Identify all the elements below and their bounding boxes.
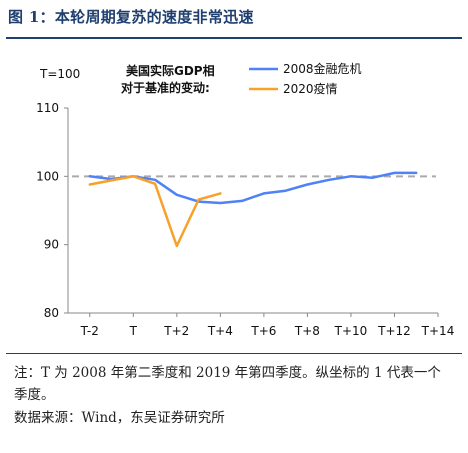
x-tick-label: T+10 [334,324,368,338]
series-1-point [241,200,243,202]
series-2-point [219,192,222,195]
series-1-point [393,172,396,174]
series-1-point [415,172,418,174]
series-2-point [110,179,113,182]
y-tick-label: 90 [44,238,59,252]
legend-title-line2: 对于基准的变动: [121,80,210,95]
x-tick-label: T-2 [80,324,99,338]
series-1-point [306,183,309,186]
series-line-1 [88,171,418,205]
y-unit-label: T=100 [39,67,80,81]
series-1-point [263,192,265,195]
series-1-point [371,176,374,179]
gdp-line-chart: 美国实际GDP相 对于基准的变动: 2008金融危机 2020疫情 T=100 8… [36,61,454,338]
series-1-point [176,193,178,196]
series-1-point [328,178,330,181]
plot-area: 80 90 100 110 T-2 T T+2 T+4 T+6 T+8 T+10 T+12 T+14 [36,101,454,338]
note-rule [6,353,462,354]
legend: 美国实际GDP相 对于基准的变动: 2008金融危机 2020疫情 [121,61,362,96]
y-tick-label: 80 [44,306,59,320]
series-1-point [350,175,352,178]
x-tick-label: T [129,324,138,338]
title-rule [6,37,462,39]
y-tick-label: 100 [36,169,59,183]
series-2-point [88,183,91,186]
series-2-point [132,175,135,178]
x-tick-label: T+12 [377,324,411,338]
figure-note: 注：T 为 2008 年第二季度和 2019 年第四季度。纵坐标的 1 代表一个… [14,365,441,403]
series-2-point [154,183,156,185]
figure-source: 数据来源：Wind，东吴证券研究所 [14,410,225,426]
x-tick-label: T+14 [421,324,455,338]
series-1-point [219,202,222,204]
series-line-2 [88,175,222,248]
x-tick-label: T+2 [163,324,189,338]
x-tick-label: T+8 [294,324,320,338]
figure-title: 图 1：本轮周期复苏的速度非常迅速 [8,8,254,26]
series-1-point [154,178,156,181]
legend-label-2: 2020疫情 [283,81,338,96]
y-tick-label: 110 [36,101,59,115]
series-2-point [176,245,178,247]
series-1-point [88,175,91,178]
x-tick-label: T+4 [207,324,233,338]
series-1-point [284,189,287,192]
legend-label-1: 2008金融危机 [283,61,362,76]
legend-title-line1: 美国实际GDP相 [126,63,215,78]
x-tick-label: T+6 [250,324,276,338]
series-2-point [197,198,200,201]
